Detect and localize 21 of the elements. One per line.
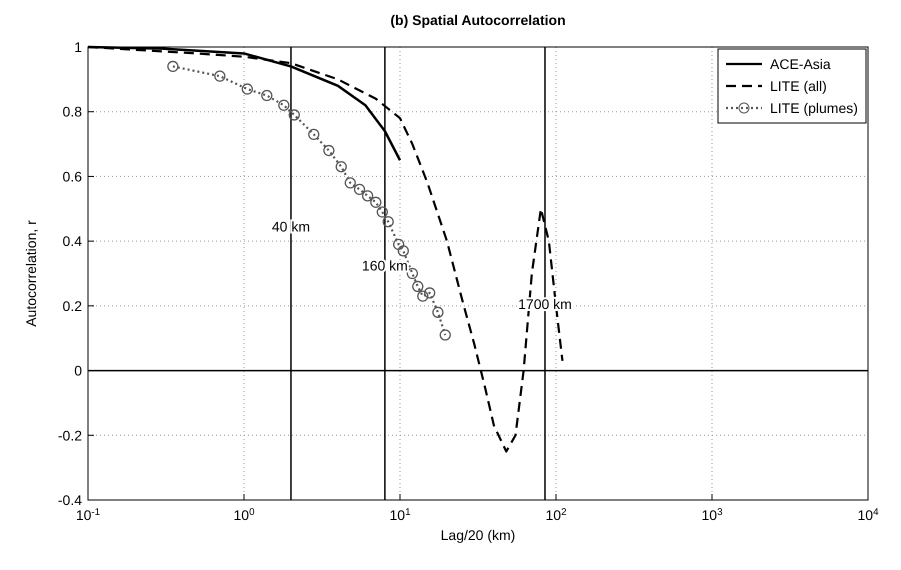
x-tick-label: 10$^{0}$ (233, 506, 256, 523)
legend-label: ACE-Asia (770, 56, 831, 72)
y-tick-label: 0.4 (62, 233, 82, 250)
legend-label: LITE (plumes) (770, 100, 858, 116)
y-tick-label: -0.4 (58, 492, 82, 508)
y-tick-label: -0.2 (58, 427, 82, 444)
x-tick-label: 10$^{4}$ (857, 506, 880, 523)
chart-title: (b) Spatial Autocorrelation (390, 12, 566, 28)
y-tick-label: 0.2 (62, 298, 82, 314)
y-tick-label: 1 (74, 39, 82, 55)
ref-line-label: 40 km (272, 218, 310, 234)
y-tick-label: 0.6 (62, 168, 82, 184)
legend-label: LITE (all) (770, 78, 827, 94)
x-tick-label: 10$^{2}$ (545, 506, 567, 523)
y-tick-label: 0 (74, 362, 82, 379)
x-axis-title: Lag/20 (km) (440, 527, 516, 543)
x-tick-label: 10$^{3}$ (701, 506, 724, 523)
y-tick-label: 0.8 (62, 104, 82, 120)
x-tick-label: 10$^{1}$ (389, 506, 411, 523)
x-tick-label: 10$^{-1}$ (76, 506, 100, 523)
y-axis-title: Autocorrelation, r (23, 220, 39, 327)
